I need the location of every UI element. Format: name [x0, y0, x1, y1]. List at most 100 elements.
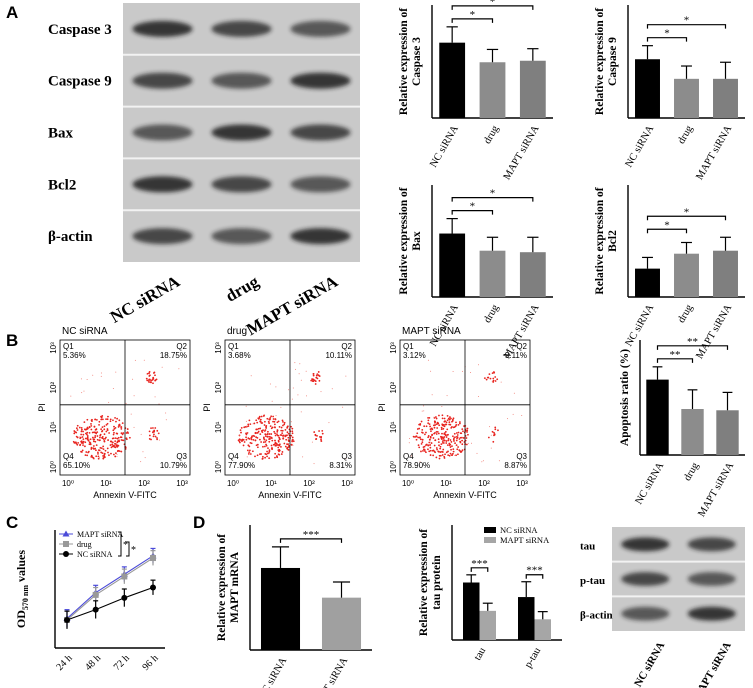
- x-tick-label: NC siRNA: [624, 123, 657, 169]
- flow-event: [455, 432, 458, 434]
- flow-event: [257, 427, 260, 430]
- flow-event: [134, 359, 136, 361]
- flow-event: [317, 371, 320, 373]
- flow-event: [274, 426, 276, 429]
- flow-event: [439, 435, 442, 438]
- flow-event: [116, 437, 119, 440]
- flow-event: [83, 428, 86, 431]
- significance-label: *: [470, 201, 476, 213]
- flow-event: [441, 441, 444, 444]
- flow-event: [158, 403, 160, 405]
- flow-event: [79, 444, 81, 447]
- flow-event: [95, 455, 98, 458]
- significance-label: **: [670, 349, 681, 361]
- flow-event: [453, 437, 455, 440]
- flow-event: [451, 445, 453, 448]
- significance-bracket: [451, 5, 534, 10]
- flow-event: [457, 431, 460, 434]
- flow-event: [275, 415, 277, 417]
- flow-event: [314, 383, 317, 385]
- flow-event: [429, 425, 432, 428]
- flow-event: [100, 418, 103, 421]
- flow-event: [459, 441, 462, 444]
- flow-event: [425, 425, 428, 428]
- flow-event: [451, 419, 454, 422]
- flow-event: [444, 430, 447, 433]
- flow-event: [425, 431, 427, 434]
- flow-event: [283, 421, 286, 424]
- flow-event: [111, 445, 114, 448]
- flow-event: [133, 426, 135, 428]
- flow-event: [246, 449, 249, 452]
- flow-event: [314, 434, 317, 437]
- marker: [121, 573, 128, 580]
- flow-event: [280, 429, 283, 432]
- flow-event: [100, 372, 102, 374]
- flow-event: [264, 435, 267, 438]
- flow-event: [270, 436, 273, 439]
- flow-event: [145, 377, 148, 380]
- flow-event: [113, 425, 115, 428]
- flow-event: [427, 444, 429, 447]
- flow-event: [291, 427, 294, 430]
- x-tick-label: 72 h: [112, 653, 132, 673]
- significance-label: ***: [471, 558, 488, 570]
- x-tick-label: 10³: [516, 479, 528, 488]
- x-axis-label: Annexin V-FITC: [258, 490, 322, 500]
- flow-event: [107, 415, 109, 418]
- flow-event: [90, 448, 93, 450]
- flow-event: [436, 427, 439, 429]
- marker: [62, 530, 70, 537]
- flow-event: [92, 447, 95, 450]
- flow-event: [467, 442, 469, 444]
- flow-event: [256, 428, 258, 431]
- significance-bracket: [451, 18, 494, 23]
- bar: [439, 42, 466, 118]
- flow-event: [99, 447, 102, 449]
- error-bar: [652, 366, 663, 380]
- flow-event: [95, 449, 97, 452]
- flow-event: [408, 442, 410, 444]
- flow-event: [109, 420, 112, 423]
- flow-event: [249, 453, 252, 455]
- flow-event: [161, 366, 163, 368]
- flow-event: [421, 410, 423, 412]
- y-axis-label: PI: [202, 403, 212, 412]
- flow-event: [477, 395, 479, 397]
- y-tick-label: 10⁰: [49, 461, 58, 473]
- blot-row-label: β-actin: [580, 610, 613, 622]
- flow-event: [84, 445, 86, 448]
- flow-event: [430, 370, 432, 372]
- flow-event: [422, 431, 424, 434]
- flow-event: [328, 422, 330, 424]
- flow-event: [429, 428, 432, 431]
- flow-event: [238, 438, 241, 441]
- flow-event: [318, 379, 321, 382]
- bar: [713, 78, 738, 118]
- flow-event: [427, 359, 429, 361]
- flow-event: [277, 446, 280, 449]
- flow-event: [250, 375, 252, 377]
- flow-event: [445, 440, 448, 442]
- flow-event: [246, 456, 248, 458]
- flow-event: [281, 419, 284, 422]
- flow-event: [269, 417, 272, 419]
- legend-label: NC siRNA: [77, 550, 113, 559]
- flow-event: [274, 434, 277, 437]
- flow-event: [125, 402, 127, 404]
- flow-event: [259, 453, 261, 455]
- flow-event: [86, 434, 89, 437]
- flow-event: [428, 423, 431, 426]
- error-bar: [527, 48, 539, 61]
- legend-label: MAPT siRNA: [77, 530, 124, 539]
- y-tick-label: 10²: [49, 382, 58, 394]
- flow-event: [420, 420, 423, 423]
- flow-event: [446, 434, 449, 436]
- flow-event: [448, 421, 451, 424]
- flow-event: [102, 448, 105, 451]
- flow-event: [102, 457, 105, 460]
- flow-event: [249, 449, 251, 452]
- flow-event: [465, 427, 467, 429]
- flow-event: [73, 430, 76, 432]
